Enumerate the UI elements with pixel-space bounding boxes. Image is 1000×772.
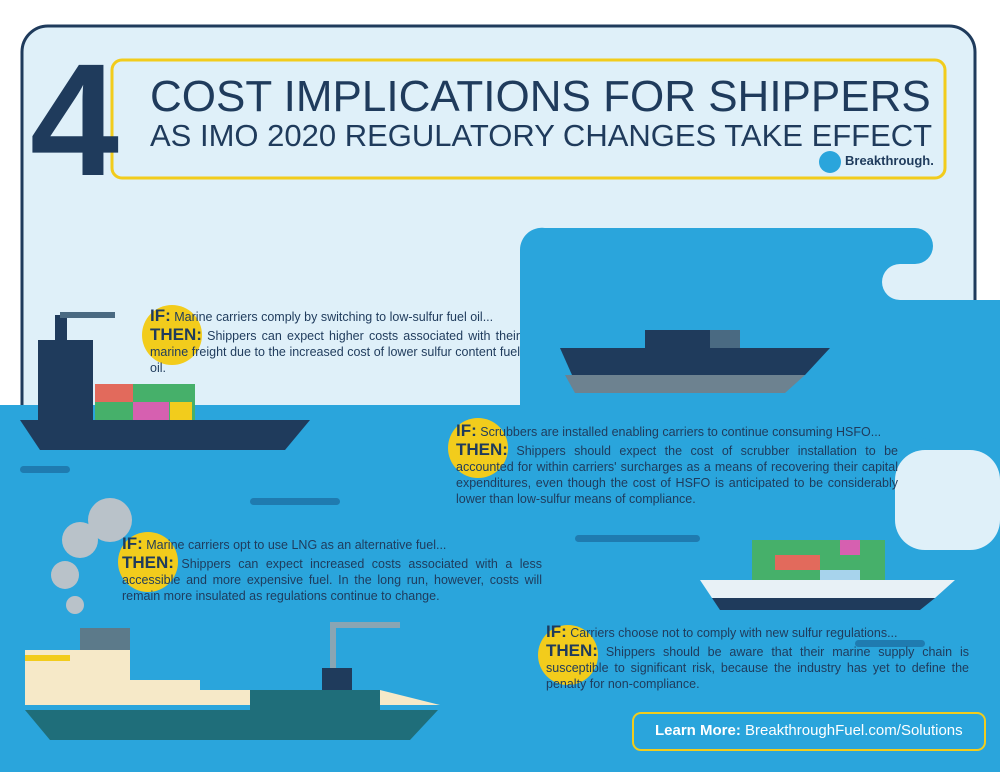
if-line: IF: Marine carriers comply by switching … [150, 306, 520, 325]
if-label: IF: [546, 622, 567, 641]
ship [700, 540, 955, 610]
if-label: IF: [456, 421, 477, 440]
wave [20, 466, 70, 473]
highlight-circle [118, 532, 178, 592]
ship [25, 498, 440, 740]
item: IF: Marine carriers comply by switching … [150, 306, 520, 376]
wave [855, 640, 925, 647]
sky-patch [895, 450, 1000, 550]
then-line: THEN: Shippers should expect the cost of… [456, 440, 898, 507]
subtitle: AS IMO 2020 REGULATORY CHANGES TAKE EFFE… [150, 118, 933, 153]
if-text: Carriers choose not to comply with new s… [570, 626, 898, 640]
big-number: 4 [30, 30, 119, 209]
highlight-circle [538, 625, 598, 685]
then-text: Shippers can expect higher costs associa… [150, 329, 520, 375]
then-label: THEN: [546, 641, 598, 660]
item: IF: Marine carriers opt to use LNG as an… [122, 534, 542, 604]
if-text: Marine carriers comply by switching to l… [174, 310, 494, 324]
if-line: IF: Scrubbers are installed enabling car… [456, 421, 898, 440]
highlight-circle [142, 305, 202, 365]
wave [575, 535, 700, 542]
logo: Breakthrough. [845, 153, 934, 168]
then-line: THEN: Shippers should be aware that thei… [546, 641, 969, 692]
then-text: Shippers should expect the cost of scrub… [456, 444, 898, 506]
then-label: THEN: [122, 553, 174, 572]
highlight-circle [448, 418, 508, 478]
if-label: IF: [122, 534, 143, 553]
then-line: THEN: Shippers can expect increased cost… [122, 553, 542, 604]
if-line: IF: Marine carriers opt to use LNG as an… [122, 534, 542, 553]
title: COST IMPLICATIONS FOR SHIPPERS [150, 72, 931, 121]
logo-icon [819, 151, 841, 173]
if-label: IF: [150, 306, 171, 325]
ship [560, 330, 830, 393]
then-line: THEN: Shippers can expect higher costs a… [150, 325, 520, 376]
item: IF: Carriers choose not to comply with n… [546, 622, 969, 692]
if-line: IF: Carriers choose not to comply with n… [546, 622, 969, 641]
if-text: Marine carriers opt to use LNG as an alt… [146, 538, 447, 552]
wave [250, 498, 340, 505]
footer-link[interactable]: BreakthroughFuel.com/Solutions [745, 722, 963, 739]
footer-button [632, 712, 986, 751]
then-text: Shippers should be aware that their mari… [546, 645, 969, 691]
then-text: Shippers can expect increased costs asso… [122, 557, 542, 603]
footer-label: Learn More: [655, 722, 741, 739]
title-box [110, 58, 947, 180]
if-text: Scrubbers are installed enabling carrier… [480, 425, 882, 439]
then-label: THEN: [456, 440, 508, 459]
footer: Learn More: BreakthroughFuel.com/Solutio… [655, 722, 963, 739]
then-label: THEN: [150, 325, 202, 344]
item: IF: Scrubbers are installed enabling car… [456, 421, 898, 507]
ship [20, 312, 310, 450]
